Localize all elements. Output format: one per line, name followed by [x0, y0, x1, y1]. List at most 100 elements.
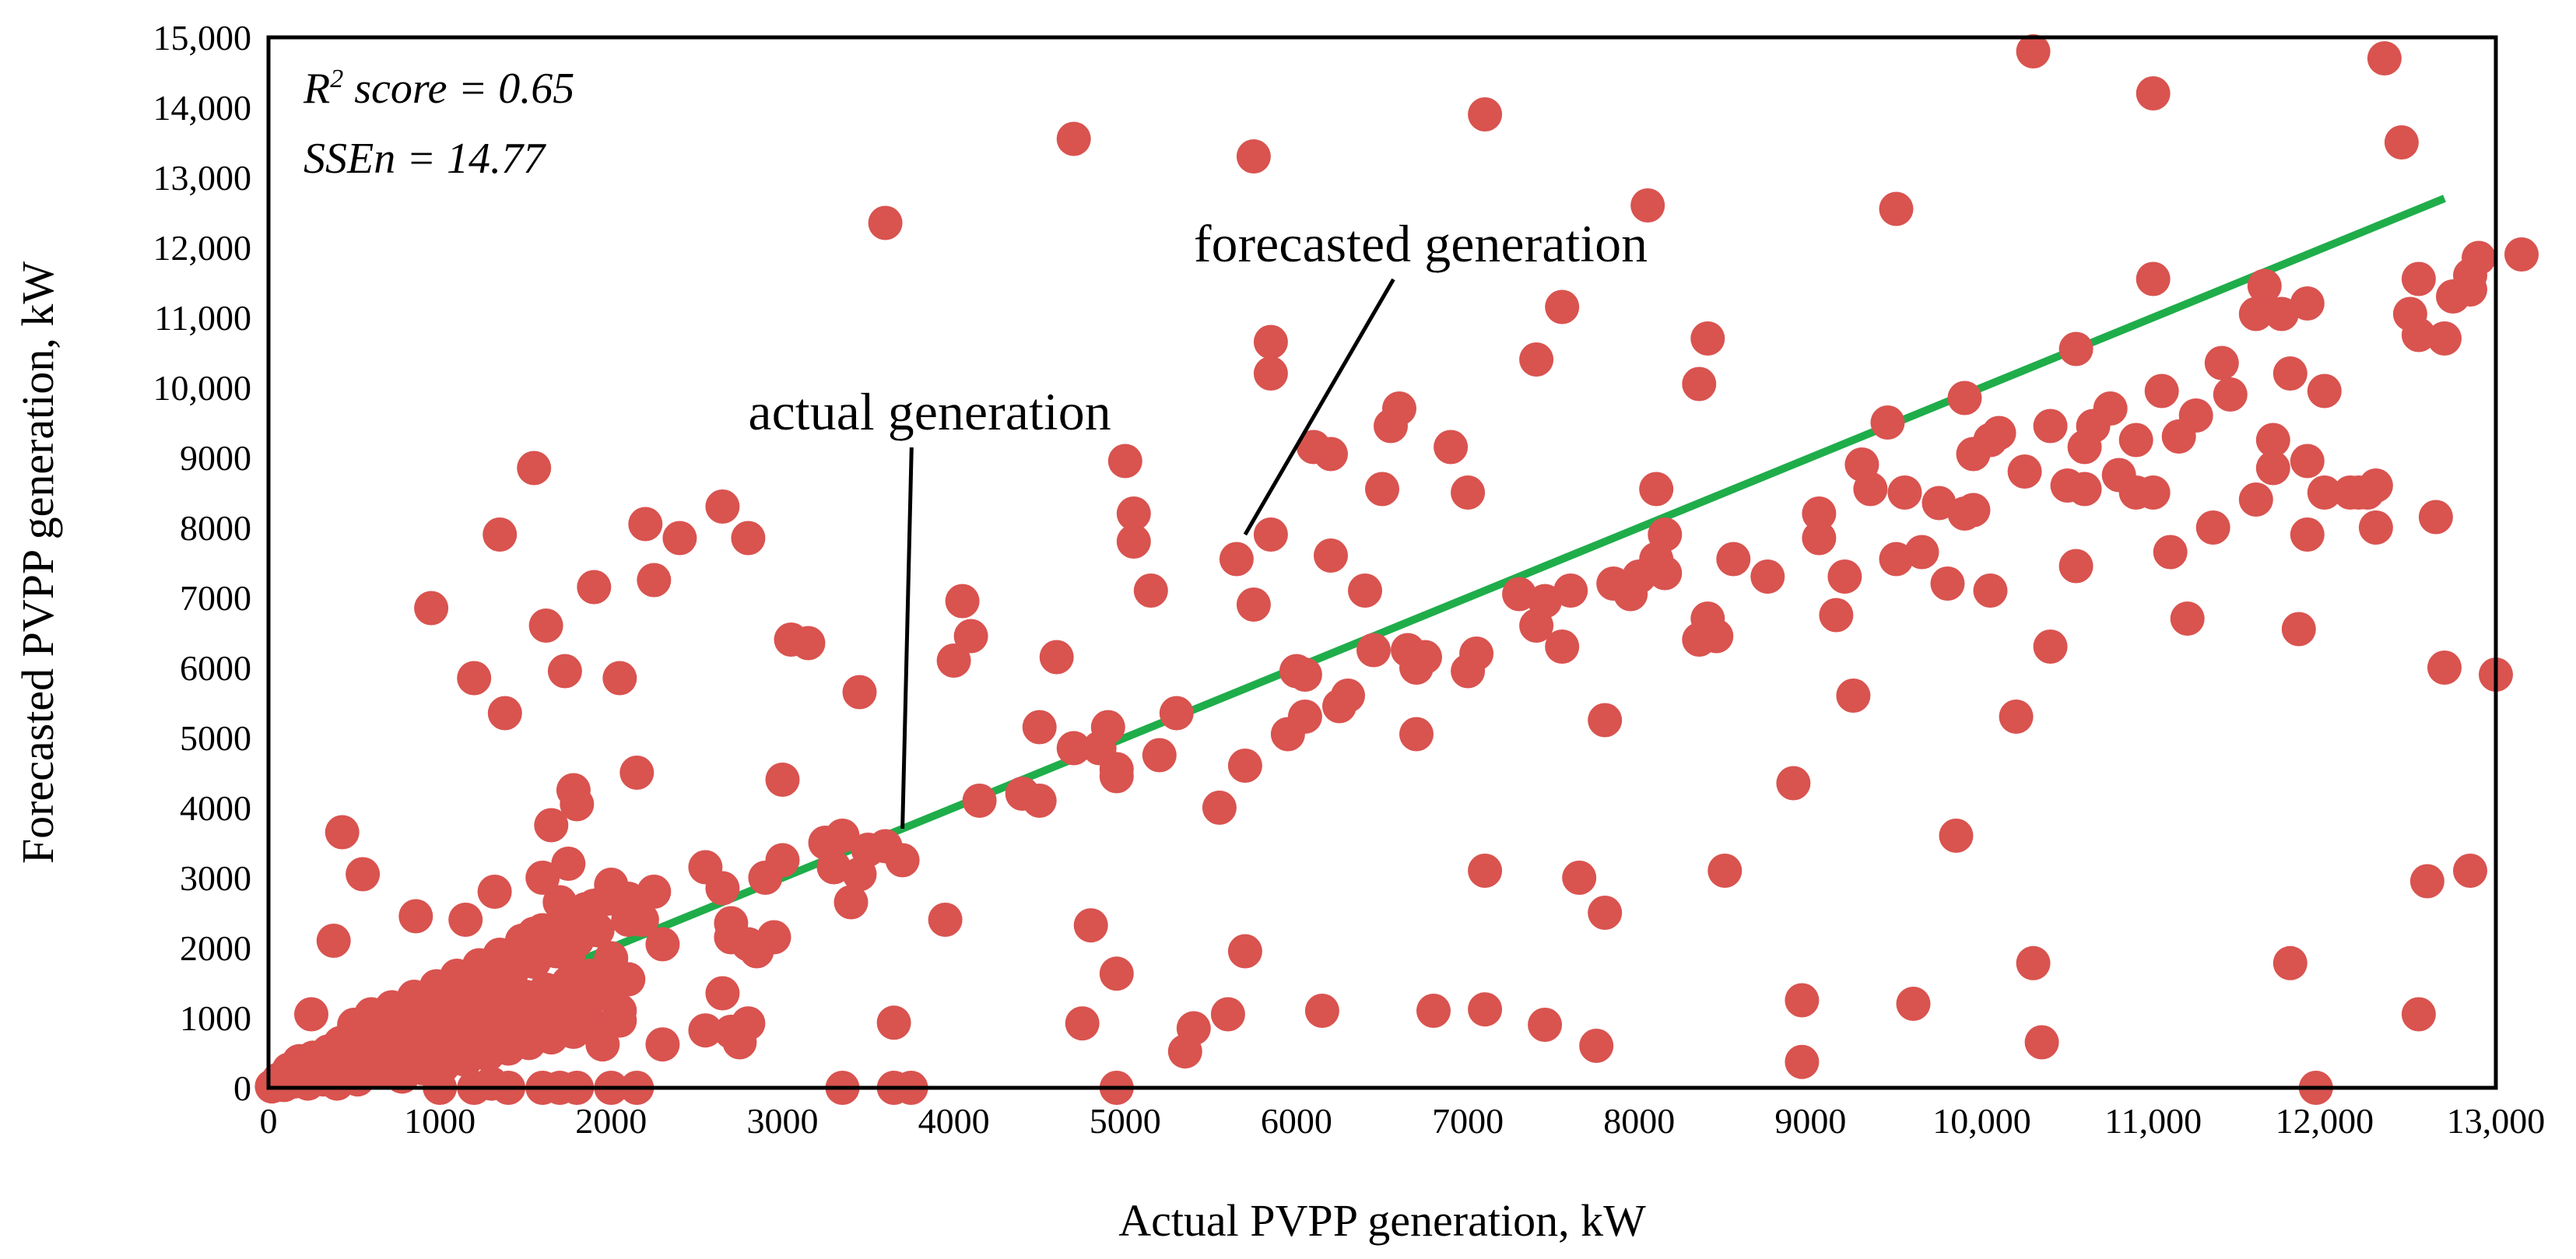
forecast-point — [294, 997, 328, 1032]
y-tick-label: 4000 — [180, 788, 251, 828]
forecast-point — [1545, 289, 1580, 324]
forecast-point — [1348, 573, 1382, 608]
y-tick-label: 6000 — [180, 648, 251, 688]
forecast-point — [2136, 261, 2171, 296]
y-tick-label: 13,000 — [153, 158, 252, 198]
forecast-point — [791, 626, 826, 661]
points-layer — [254, 34, 2539, 1105]
forecast-point — [457, 661, 492, 696]
forecast-point — [2067, 472, 2102, 507]
y-tick-label: 2000 — [180, 928, 251, 968]
x-tick-label: 7000 — [1432, 1101, 1504, 1141]
forecast-point — [1887, 475, 1922, 510]
forecast-point — [1116, 496, 1151, 531]
forecast-point — [1930, 566, 1965, 601]
forecast-point — [534, 808, 569, 843]
forecast-point — [637, 563, 672, 598]
x-tick-label: 6000 — [1261, 1101, 1332, 1141]
forecast-point — [876, 1005, 911, 1040]
forecast-point — [2255, 451, 2290, 486]
x-tick-label: 5000 — [1090, 1101, 1161, 1141]
forecast-point — [1648, 556, 1683, 591]
r2-value-text: score = 0.65 — [343, 65, 574, 113]
y-tick-label: 11,000 — [154, 298, 251, 338]
forecast-point — [705, 871, 740, 906]
forecast-point — [346, 857, 381, 892]
forecast-point — [1588, 896, 1623, 930]
forecast-point — [325, 815, 360, 850]
forecast-point — [2290, 444, 2325, 479]
y-tick-label: 5000 — [180, 718, 251, 758]
forecast-point — [1022, 710, 1057, 745]
forecast-point — [1253, 517, 1288, 552]
forecast-point — [825, 819, 860, 853]
forecast-point — [1416, 994, 1451, 1028]
forecast-point — [1588, 703, 1623, 738]
forecast-point — [2118, 423, 2153, 458]
forecast-point — [1219, 542, 1254, 577]
forecast-point — [2016, 34, 2051, 68]
forecast-point — [1314, 538, 1348, 573]
forecast-point — [1227, 749, 1262, 783]
forecast-point — [1528, 584, 1563, 619]
forecast-point — [619, 756, 655, 790]
forecast-point — [1287, 658, 1322, 692]
forecast-point — [962, 784, 997, 818]
annotations: actual generation forecasted generation — [748, 214, 1648, 829]
forecast-point — [705, 976, 740, 1011]
forecast-point — [1879, 542, 1914, 577]
forecast-point — [688, 1013, 723, 1048]
x-tick-label: 10,000 — [1932, 1101, 2031, 1141]
forecast-point — [1802, 521, 1837, 556]
forecast-point — [945, 584, 980, 619]
forecast-point — [2358, 468, 2393, 503]
forecast-point — [517, 917, 552, 951]
forecast-point — [1553, 573, 1588, 608]
forecast-point — [2195, 510, 2230, 545]
forecast-point — [1056, 731, 1091, 766]
forecast-point — [2255, 423, 2290, 458]
forecast-point — [1562, 861, 1597, 895]
forecast-point — [1947, 381, 1982, 416]
forecast-point — [2462, 240, 2496, 275]
forecast-point — [1785, 1044, 1820, 1079]
forecast-point — [1699, 619, 1734, 654]
forecast-point — [560, 787, 595, 822]
y-tick-label: 8000 — [180, 508, 251, 548]
forecast-point — [2453, 854, 2487, 888]
forecasted-generation-leader-line — [1243, 278, 1395, 536]
forecast-point — [2307, 373, 2342, 409]
forecast-point — [2033, 409, 2068, 444]
forecast-point — [1468, 992, 1503, 1027]
x-tick-label: 1000 — [404, 1101, 476, 1141]
forecast-point — [1022, 784, 1057, 818]
forecast-point — [1519, 342, 1554, 377]
forecast-point — [2016, 945, 2051, 980]
forecast-point — [1579, 1029, 1614, 1063]
x-tick-label: 2000 — [575, 1101, 647, 1141]
forecast-point — [602, 661, 637, 696]
forecast-point — [1159, 696, 1194, 731]
forecast-point — [585, 1027, 620, 1062]
forecast-point — [2024, 1025, 2059, 1060]
forecast-point — [2170, 601, 2205, 636]
r2-symbol: R — [303, 65, 330, 113]
forecast-point — [547, 654, 582, 689]
forecast-point — [2272, 356, 2308, 391]
forecast-point — [2204, 345, 2239, 381]
forecast-point — [1802, 496, 1837, 531]
forecast-point — [568, 990, 603, 1025]
forecast-point — [1253, 356, 1288, 391]
forecast-point — [2264, 296, 2299, 331]
forecast-point — [1639, 472, 1674, 507]
forecast-point — [1142, 738, 1177, 773]
forecast-point — [1716, 542, 1751, 577]
forecast-point — [316, 924, 351, 958]
forecast-point — [1827, 559, 1862, 594]
forecast-point — [2136, 76, 2171, 110]
y-tick-label: 9000 — [180, 438, 251, 478]
forecast-point — [414, 591, 449, 626]
forecast-point — [477, 875, 512, 909]
forecast-point — [1853, 472, 1888, 507]
